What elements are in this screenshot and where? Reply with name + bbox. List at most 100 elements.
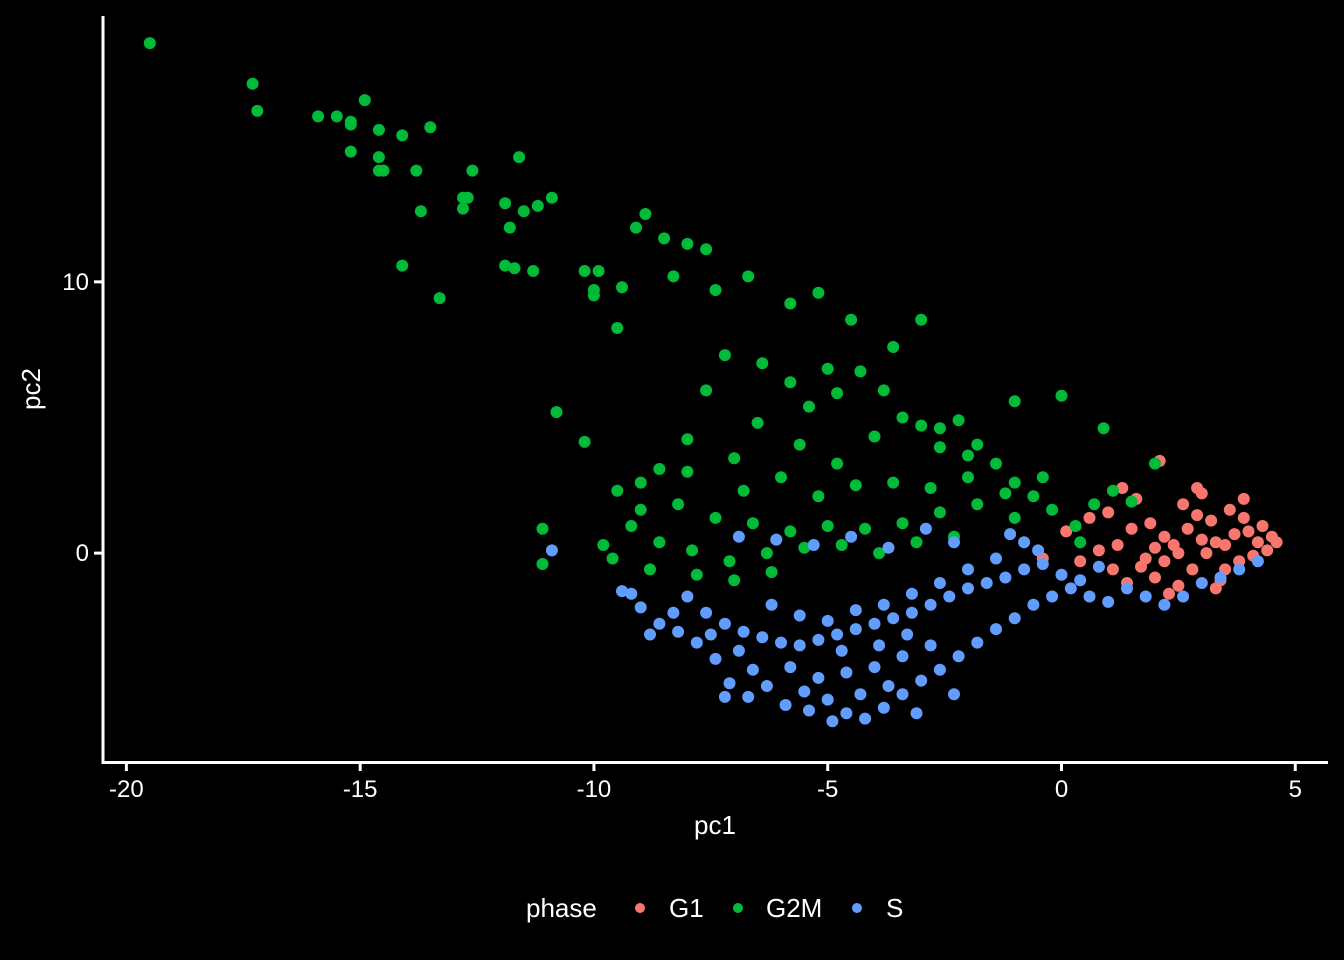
point-g2m bbox=[854, 365, 867, 378]
point-g2m bbox=[845, 313, 858, 326]
point-g2m bbox=[1088, 498, 1101, 511]
point-s bbox=[971, 636, 984, 649]
point-g1 bbox=[1209, 536, 1222, 549]
point-s bbox=[770, 533, 783, 546]
point-g2m bbox=[831, 457, 844, 470]
point-s bbox=[732, 530, 745, 543]
point-g2m bbox=[751, 416, 764, 429]
point-g2m bbox=[690, 568, 703, 581]
point-g2m bbox=[653, 536, 666, 549]
point-g2m bbox=[344, 118, 357, 131]
point-g2m bbox=[1125, 495, 1138, 508]
point-s bbox=[1074, 574, 1087, 587]
point-g2m bbox=[414, 205, 427, 218]
point-s bbox=[1018, 563, 1031, 576]
x-tick-label: -10 bbox=[577, 776, 612, 803]
point-s bbox=[962, 563, 974, 576]
point-g1 bbox=[1111, 539, 1124, 551]
point-s bbox=[709, 652, 722, 665]
point-s bbox=[1018, 536, 1031, 549]
point-s bbox=[760, 680, 773, 692]
point-g2m bbox=[681, 465, 694, 478]
point-g2m bbox=[611, 484, 624, 497]
point-s bbox=[1046, 590, 1059, 603]
point-g1 bbox=[1135, 560, 1147, 573]
point-s bbox=[990, 623, 1002, 636]
point-s bbox=[821, 693, 834, 706]
point-s bbox=[793, 639, 806, 652]
point-g2m bbox=[718, 349, 731, 362]
point-s bbox=[887, 612, 900, 625]
point-g2m bbox=[952, 414, 965, 427]
point-g2m bbox=[517, 205, 530, 218]
point-g2m bbox=[616, 281, 628, 294]
point-g2m bbox=[531, 199, 544, 212]
point-g1 bbox=[1191, 509, 1204, 522]
point-g2m bbox=[536, 522, 549, 535]
point-s bbox=[952, 650, 965, 663]
point-g2m bbox=[896, 517, 909, 530]
point-g2m bbox=[1055, 389, 1068, 402]
point-g2m bbox=[653, 463, 666, 475]
point-g2m bbox=[962, 471, 974, 484]
point-g2m bbox=[667, 270, 680, 283]
point-s bbox=[896, 650, 909, 663]
point-g1 bbox=[1209, 582, 1222, 595]
x-tick-label: 5 bbox=[1289, 776, 1302, 803]
point-g2m bbox=[742, 270, 755, 283]
point-g2m bbox=[812, 490, 825, 503]
point-s bbox=[812, 671, 825, 684]
point-g2m bbox=[1149, 457, 1161, 470]
point-g2m bbox=[1008, 511, 1021, 524]
point-g2m bbox=[784, 525, 797, 538]
point-g1 bbox=[1158, 555, 1171, 568]
point-s bbox=[690, 636, 703, 649]
point-s bbox=[779, 699, 792, 711]
point-g1 bbox=[1219, 539, 1232, 551]
point-s bbox=[704, 628, 717, 641]
point-s bbox=[873, 639, 886, 652]
point-g2m bbox=[873, 547, 886, 560]
point-s bbox=[616, 585, 628, 598]
point-g1 bbox=[1177, 498, 1190, 511]
point-g2m bbox=[765, 566, 778, 579]
point-g2m bbox=[962, 449, 974, 462]
point-g2m bbox=[971, 438, 984, 451]
point-s bbox=[924, 598, 937, 611]
point-g1 bbox=[1116, 482, 1129, 494]
point-s bbox=[948, 688, 960, 701]
point-g2m bbox=[597, 539, 610, 551]
point-g2m bbox=[990, 457, 1002, 470]
point-g2m bbox=[728, 452, 741, 465]
point-g2m bbox=[330, 110, 343, 123]
point-s bbox=[793, 609, 806, 622]
point-g1 bbox=[1074, 555, 1087, 568]
point-g1 bbox=[1172, 579, 1185, 592]
x-ticks: -20 -15 -10 -5 0 5 bbox=[109, 762, 1302, 803]
point-s bbox=[644, 628, 656, 641]
point-g1 bbox=[1163, 587, 1175, 600]
legend-key-s bbox=[852, 903, 862, 913]
point-s bbox=[999, 571, 1012, 584]
point-g1 bbox=[1191, 482, 1204, 494]
point-g1 bbox=[1256, 520, 1269, 532]
point-g2m bbox=[1027, 490, 1040, 503]
legend-key-g2m bbox=[733, 903, 743, 913]
point-g2m bbox=[508, 262, 521, 275]
point-g2m bbox=[784, 297, 797, 310]
point-s bbox=[933, 663, 946, 676]
point-s bbox=[882, 541, 895, 554]
point-g2m bbox=[372, 123, 385, 136]
point-g2m bbox=[592, 265, 605, 277]
point-g2m bbox=[933, 506, 946, 519]
point-g2m bbox=[887, 476, 900, 489]
point-g2m bbox=[1069, 520, 1082, 532]
point-g1 bbox=[1167, 539, 1180, 551]
point-s bbox=[849, 623, 862, 636]
point-g1 bbox=[1158, 530, 1171, 543]
point-g2m bbox=[793, 438, 806, 451]
point-g2m bbox=[358, 94, 371, 107]
point-g2m bbox=[784, 376, 797, 389]
point-s bbox=[933, 577, 946, 589]
